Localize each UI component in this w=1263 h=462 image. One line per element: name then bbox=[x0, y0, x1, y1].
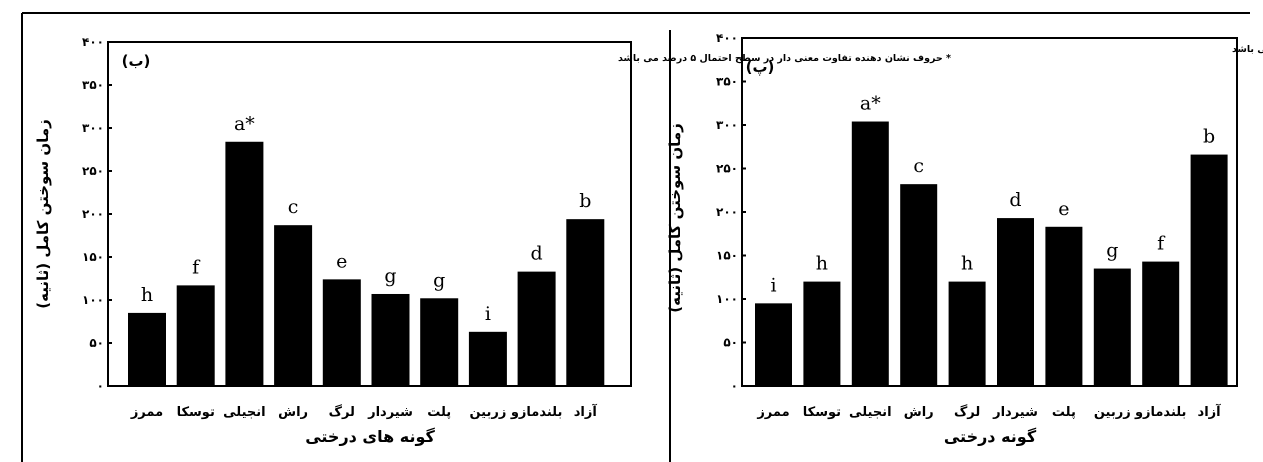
y-tick-label: ۲۵۰ bbox=[716, 162, 738, 176]
y-tick-label: ۱۰۰ bbox=[82, 293, 104, 307]
x-tick-label: توسکا bbox=[177, 405, 215, 420]
x-tick-label: راش bbox=[278, 405, 308, 420]
bar bbox=[274, 225, 313, 386]
group-letter: a* bbox=[234, 113, 255, 135]
y-tick-label: ۱۵۰ bbox=[716, 249, 738, 263]
group-letter: i bbox=[770, 274, 776, 296]
group-letter: b bbox=[579, 190, 591, 212]
y-tick-label: ۴۰۰ bbox=[82, 35, 104, 49]
group-letter: e bbox=[336, 250, 347, 272]
x-axis-label: گونه درختی bbox=[944, 427, 1037, 446]
y-axis-label: زمان سوختن کامل (ثانیه) bbox=[666, 123, 684, 312]
group-letter: b bbox=[1203, 126, 1215, 148]
bar bbox=[566, 219, 605, 386]
bar bbox=[1190, 154, 1228, 386]
bar bbox=[517, 271, 556, 386]
x-axis-ticks: ممرز توسکا انجیلی راش لرگ شیردار پلت زربین بلندم… bbox=[756, 403, 1221, 420]
group-letter: g bbox=[433, 269, 445, 291]
x-tick-label: لرگ bbox=[329, 403, 355, 420]
panel-label: (پ) bbox=[746, 58, 775, 76]
bar bbox=[1093, 268, 1131, 386]
y-tick-label: ۲۵۰ bbox=[82, 164, 104, 178]
chart-panel-p: *حروف نشان دهنده تفاوت معنی دار در سطح ۵… bbox=[666, 31, 1263, 446]
y-tick-label: ۱۰۰ bbox=[716, 292, 738, 306]
x-tick-label: ممرز bbox=[130, 405, 163, 420]
group-letter: d bbox=[531, 243, 543, 265]
y-tick-label: ۳۵۰ bbox=[716, 75, 738, 89]
group-letter: c bbox=[288, 196, 299, 218]
y-tick-label: ۳۵۰ bbox=[82, 78, 104, 92]
x-tick-label: پلت bbox=[1052, 405, 1076, 420]
group-letter: h bbox=[961, 253, 973, 275]
group-letter: f bbox=[1157, 233, 1166, 255]
bar bbox=[1045, 226, 1083, 386]
x-tick-label: راش bbox=[904, 405, 934, 420]
x-tick-label: شیردار bbox=[992, 405, 1038, 420]
bar bbox=[225, 141, 264, 386]
y-tick-label: ۱۵۰ bbox=[82, 250, 104, 264]
bar bbox=[468, 331, 507, 386]
x-tick-label: آزاد bbox=[1198, 403, 1222, 420]
group-letter: g bbox=[384, 265, 396, 287]
group-letter: f bbox=[192, 256, 201, 278]
x-axis-ticks: ممرز توسکا انجیلی راش لرگ شیردار پلت زربین بلندم… bbox=[130, 403, 598, 420]
group-letters: i h a* c h d e g f b bbox=[770, 93, 1215, 297]
bar bbox=[420, 298, 459, 386]
chart-panel-b: * حروف نشان دهنده تفاوت معنی دار در سطح … bbox=[34, 35, 951, 446]
x-tick-label: زربین bbox=[469, 405, 506, 420]
y-tick-label: ۰ bbox=[731, 379, 738, 393]
x-axis-label: گونه های درختی bbox=[305, 427, 435, 446]
bar bbox=[755, 303, 792, 386]
group-letter: c bbox=[913, 155, 924, 177]
bar bbox=[1142, 261, 1180, 386]
x-tick-label: لرگ bbox=[954, 403, 980, 420]
group-letter: d bbox=[1009, 189, 1021, 211]
y-tick-label: ۴۰۰ bbox=[716, 31, 738, 45]
bars bbox=[755, 121, 1228, 387]
y-tick-label: ۲۰۰ bbox=[82, 207, 104, 221]
bar bbox=[176, 285, 215, 386]
group-letter: h bbox=[816, 253, 828, 275]
y-axis-label: زمان سوختن کامل (ثانیه) bbox=[34, 119, 52, 308]
group-letter: e bbox=[1058, 198, 1069, 220]
x-tick-label: آزاد bbox=[574, 403, 598, 420]
y-tick-label: ۳۰۰ bbox=[82, 121, 104, 135]
bar bbox=[803, 281, 841, 386]
x-tick-label: شیردار bbox=[367, 405, 413, 420]
bar bbox=[851, 121, 889, 387]
x-tick-label: انجیلی bbox=[223, 405, 265, 420]
bar bbox=[371, 293, 410, 386]
bar bbox=[900, 184, 938, 386]
x-tick-label: پلت bbox=[427, 405, 451, 420]
y-tick-label: ۳۰۰ bbox=[716, 118, 738, 132]
panel-label: (ب) bbox=[122, 52, 151, 70]
bar bbox=[322, 279, 361, 386]
bars bbox=[128, 141, 605, 386]
group-letter: h bbox=[141, 284, 153, 306]
y-tick-label: ۰ bbox=[97, 379, 104, 393]
group-letter: g bbox=[1106, 240, 1118, 262]
significance-note: *حروف نشان دهنده تفاوت معنی دار در سطح ۵… bbox=[1232, 44, 1263, 55]
bar bbox=[128, 312, 166, 386]
y-axis-ticks: ۰ ۵۰ ۱۰۰ ۱۵۰ ۲۰۰ ۲۵۰ ۳۰۰ ۳۵۰ ۴۰۰ bbox=[716, 31, 746, 393]
group-letter: a* bbox=[860, 93, 881, 115]
group-letters: h f a* c e g g i d b bbox=[141, 113, 592, 325]
y-tick-label: ۵۰ bbox=[723, 336, 738, 350]
x-tick-label: انجیلی bbox=[849, 405, 891, 420]
x-tick-label: بلندمازو bbox=[1134, 405, 1187, 420]
x-tick-label: ممرز bbox=[756, 405, 789, 420]
bar bbox=[997, 218, 1034, 386]
y-tick-label: ۲۰۰ bbox=[716, 205, 738, 219]
x-tick-label: زربین bbox=[1094, 405, 1131, 420]
y-axis-ticks: ۰ ۵۰ ۱۰۰ ۱۵۰ ۲۰۰ ۲۵۰ ۳۰۰ ۳۵۰ ۴۰۰ bbox=[82, 35, 112, 393]
bar bbox=[948, 281, 986, 386]
x-tick-label: بلندمازو bbox=[510, 405, 563, 420]
significance-note: * حروف نشان دهنده تفاوت معنی دار در سطح … bbox=[618, 53, 951, 64]
group-letter: i bbox=[485, 303, 491, 325]
y-tick-label: ۵۰ bbox=[89, 336, 104, 350]
x-tick-label: توسکا bbox=[803, 405, 841, 420]
